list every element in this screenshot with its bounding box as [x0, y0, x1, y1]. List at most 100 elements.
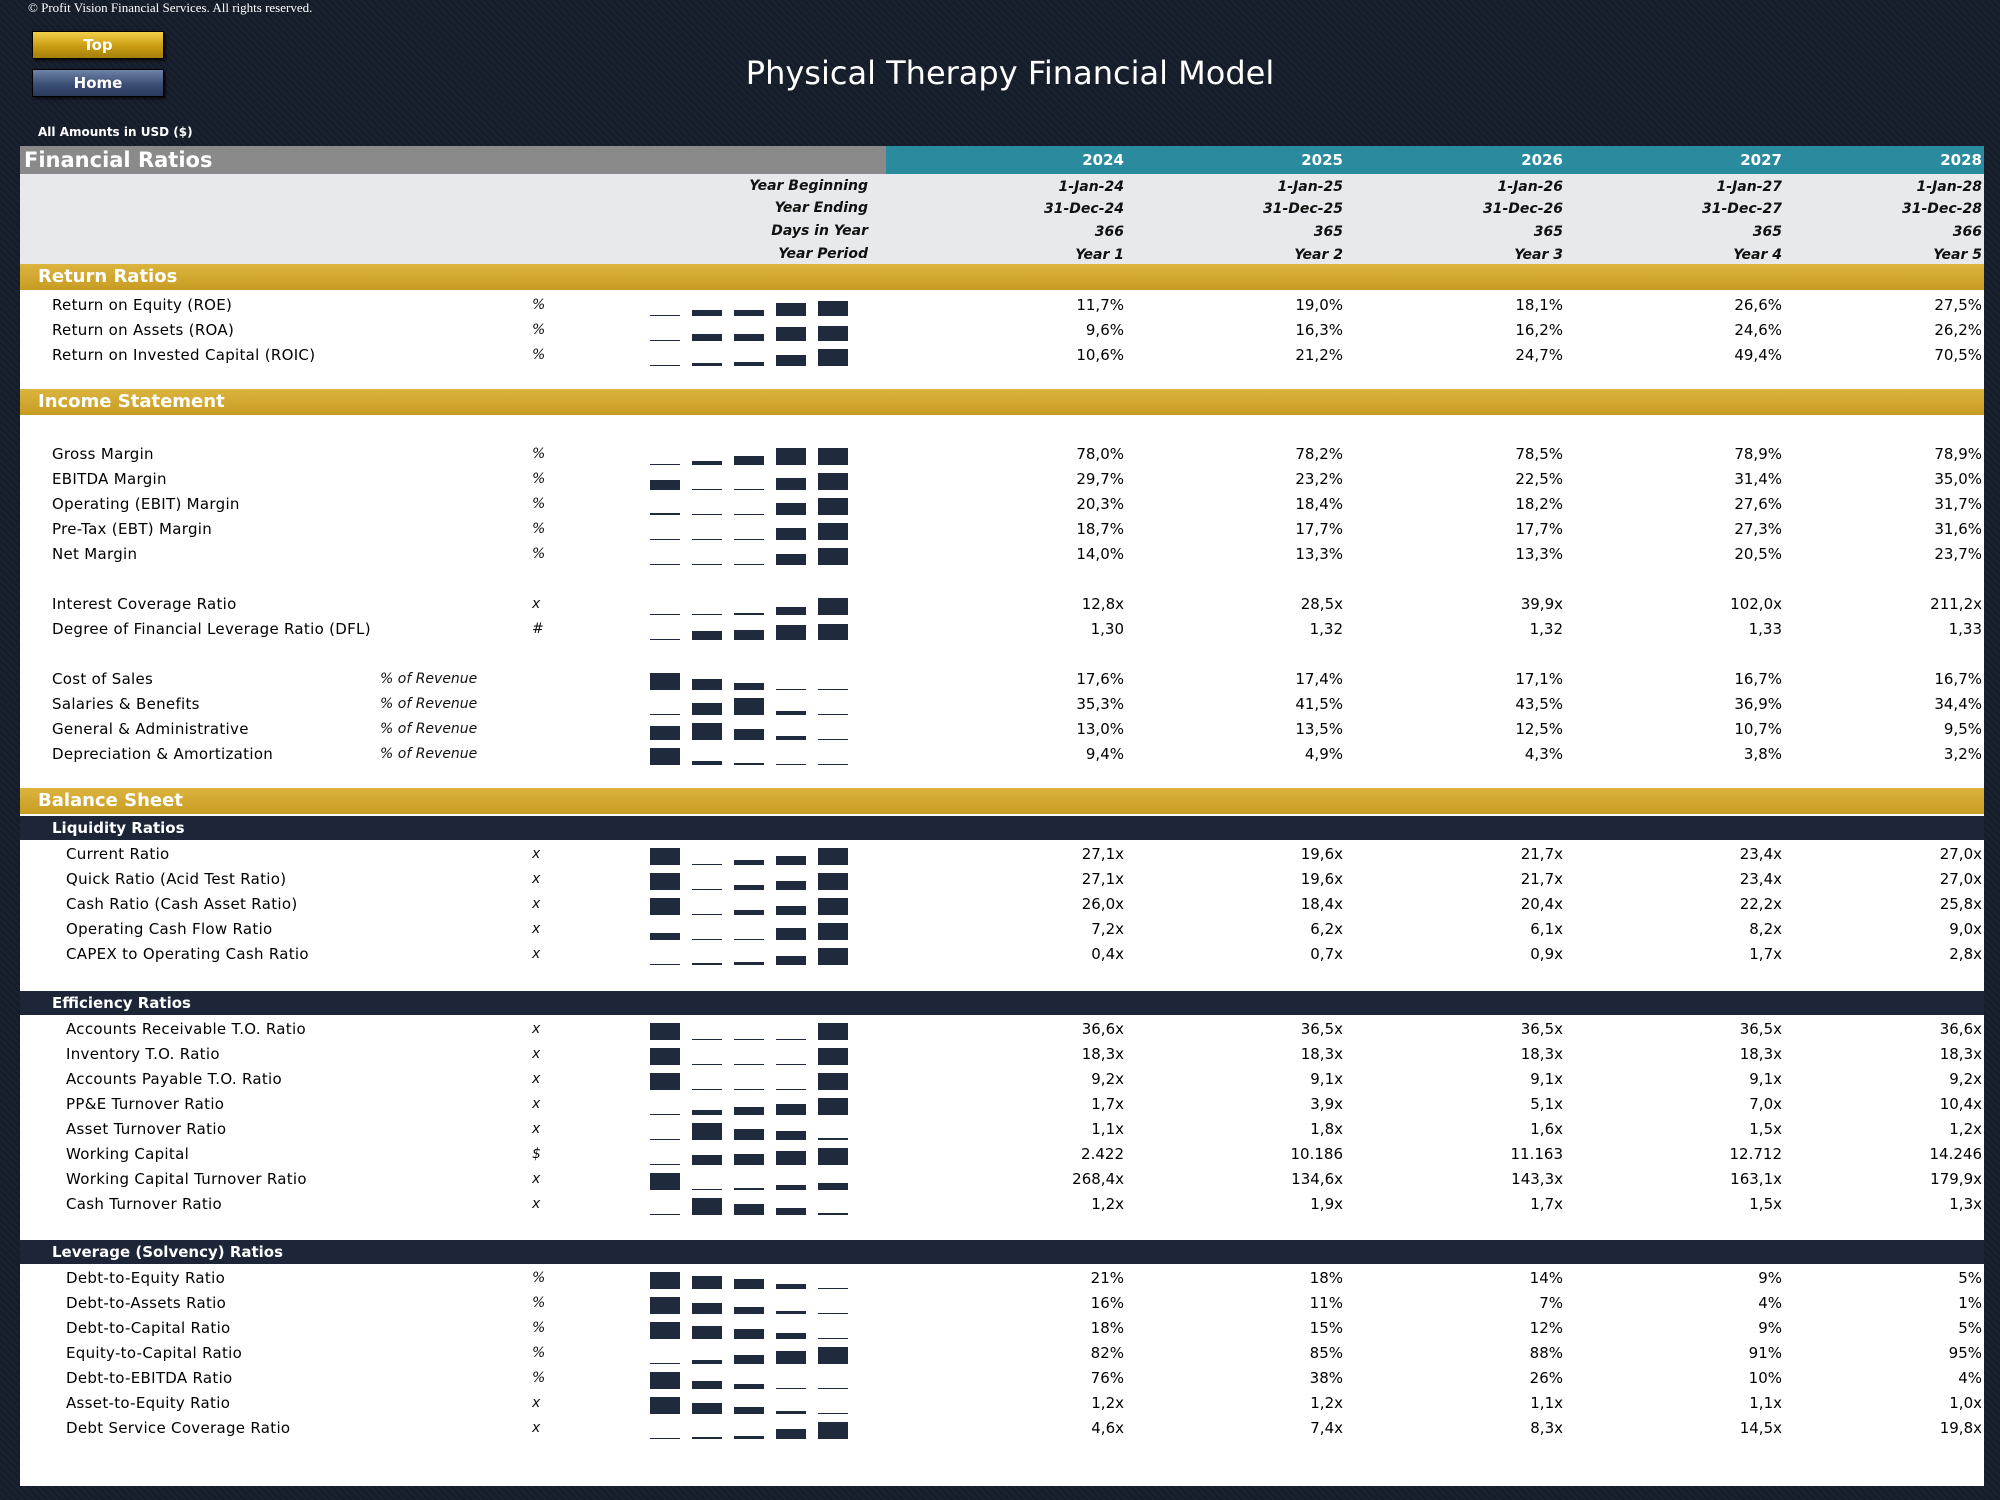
ratio-row: General & Administrative % of Revenue 13,0… — [20, 717, 1984, 742]
row-label: Depreciation & Amortization — [52, 745, 274, 763]
row-unit: x — [532, 1196, 541, 1212]
row-value: 36,6x — [1939, 1020, 1982, 1038]
row-value: 36,6x — [1081, 1020, 1124, 1038]
sparkline-bar — [776, 956, 806, 965]
sparkline-bar — [650, 873, 680, 890]
row-value: 78,9% — [1934, 445, 1982, 463]
row-value: 85% — [1309, 1344, 1343, 1362]
sparkline-bar — [776, 711, 806, 715]
ratio-row: Cash Turnover Ratio x 1,2x 1,9x 1,7x 1,5x 1,3x — [20, 1192, 1984, 1217]
sparkline-bar — [734, 1039, 764, 1040]
sparkline-bar — [776, 1064, 806, 1065]
sparkline-bar — [734, 683, 764, 690]
days-value: 366 — [1952, 224, 1982, 240]
row-value: 12% — [1529, 1319, 1563, 1337]
row-value: 5% — [1958, 1319, 1982, 1337]
row-value: 76% — [1090, 1369, 1124, 1387]
year-beginning-value: 1-Jan-28 — [1916, 179, 1982, 195]
home-button[interactable]: Home — [32, 69, 164, 97]
sparkline-bar — [650, 714, 680, 715]
row-value: 82% — [1090, 1344, 1124, 1362]
row-value: 10,7% — [1734, 720, 1782, 738]
sparkline-bar — [734, 1154, 764, 1165]
sparkline-bar — [734, 539, 764, 540]
row-value: 49,4% — [1734, 346, 1782, 364]
row-value: 10,6% — [1076, 346, 1124, 364]
ratio-row: Cost of Sales % of Revenue 17,6% 17,4% 17,1%… — [20, 667, 1984, 692]
row-value: 1,33 — [1748, 620, 1782, 638]
sparkline-bar — [734, 613, 764, 615]
sparkline-bar — [776, 1429, 806, 1439]
row-value: 1,2x — [1091, 1195, 1124, 1213]
row-value: 18,3x — [1081, 1045, 1124, 1063]
row-label: EBITDA Margin — [52, 470, 167, 488]
sparkline-bar — [650, 1363, 680, 1364]
sparkline-bar — [818, 548, 848, 565]
row-label: Salaries & Benefits — [52, 695, 200, 713]
top-button[interactable]: Top — [32, 31, 164, 59]
trend-sparkline — [650, 1017, 870, 1042]
row-value: 28,5x — [1300, 595, 1343, 613]
sparkline-bar — [650, 1272, 680, 1289]
row-value: 10.186 — [1290, 1145, 1344, 1163]
sparkline-bar — [734, 630, 764, 640]
sparkline-bar — [818, 1073, 848, 1090]
ratios-sheet: Financial Ratios 2024 2025 2026 2027 202… — [20, 146, 1984, 1486]
row-label: Return on Assets (ROA) — [52, 321, 235, 339]
sparkline-bar — [818, 1183, 848, 1190]
sparkline-bar — [734, 1188, 764, 1190]
row-value: 3,9x — [1310, 1095, 1343, 1113]
row-value: 12,5% — [1515, 720, 1563, 738]
sparkline-bar — [650, 539, 680, 540]
row-value: 134,6x — [1291, 1170, 1343, 1188]
trend-sparkline — [650, 1142, 870, 1167]
row-value: 11,7% — [1076, 296, 1124, 314]
row-value: 16,3% — [1295, 321, 1343, 339]
row-value: 7,4x — [1310, 1419, 1343, 1437]
sparkline-bar — [692, 1381, 722, 1389]
sparkline-bar — [734, 564, 764, 565]
section-return-ratios: Return Ratios — [20, 264, 1984, 290]
section-balance-sheet: Balance Sheet — [20, 788, 1984, 814]
sparkline-bar — [818, 598, 848, 615]
row-unit: % of Revenue — [380, 746, 478, 762]
ratio-row: Degree of Financial Leverage Ratio (DFL)… — [20, 617, 1984, 642]
sparkline-bar — [734, 362, 764, 366]
period-value: Year 3 — [1514, 247, 1563, 263]
row-value: 43,5% — [1515, 695, 1563, 713]
sparkline-bar — [692, 864, 722, 865]
sparkline-bar — [818, 523, 848, 540]
row-value: 7,2x — [1091, 920, 1124, 938]
trend-sparkline — [650, 742, 870, 767]
sparkline-bar — [692, 461, 722, 465]
subsection-efficiency: Efficiency Ratios — [20, 991, 1984, 1015]
page-title: Physical Therapy Financial Model — [745, 54, 1275, 92]
row-value: 27,1x — [1081, 870, 1124, 888]
period-value: Year 2 — [1294, 247, 1343, 263]
sparkline-bar — [650, 315, 680, 316]
sparkline-bar — [818, 498, 848, 515]
sparkline-bar — [818, 1213, 848, 1215]
row-unit: x — [532, 1395, 541, 1411]
copyright-text: © Profit Vision Financial Services. All … — [28, 0, 313, 15]
row-value: 41,5% — [1295, 695, 1343, 713]
sparkline-bar — [692, 363, 722, 366]
row-value: 9% — [1758, 1319, 1782, 1337]
row-value: 12.712 — [1729, 1145, 1783, 1163]
row-unit: x — [532, 1071, 541, 1087]
sparkline-bar — [776, 1089, 806, 1090]
row-value: 18,1% — [1515, 296, 1563, 314]
sparkline-bar — [818, 1288, 848, 1289]
sparkline-bar — [776, 1284, 806, 1289]
row-value: 24,6% — [1734, 321, 1782, 339]
row-value: 9% — [1758, 1269, 1782, 1287]
row-label: Net Margin — [52, 545, 138, 563]
row-unit: % — [532, 471, 546, 487]
sparkline-bar — [776, 327, 806, 341]
row-value: 78,9% — [1734, 445, 1782, 463]
row-label: Interest Coverage Ratio — [52, 595, 237, 613]
ratio-row: Inventory T.O. Ratio x 18,3x 18,3x 18,3x 18,3… — [20, 1042, 1984, 1067]
sparkline-bar — [650, 614, 680, 615]
row-unit: % — [532, 322, 546, 338]
row-value: 163,1x — [1730, 1170, 1782, 1188]
